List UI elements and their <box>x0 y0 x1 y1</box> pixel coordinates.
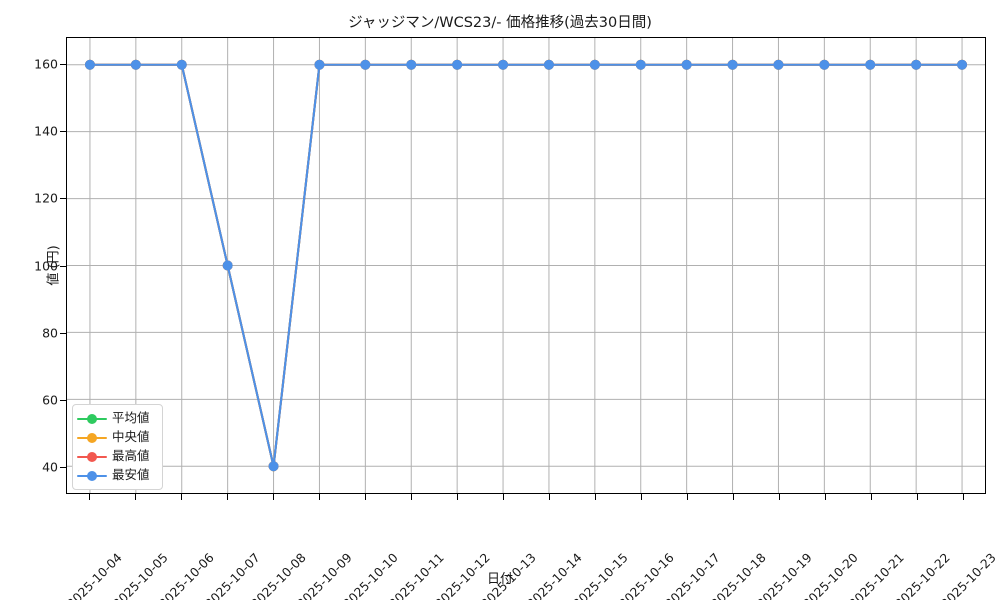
x-tick-mark <box>181 494 182 500</box>
legend-swatch-icon <box>77 412 107 426</box>
series-最安値 <box>84 59 968 472</box>
x-tick-mark <box>687 494 688 500</box>
chart-title: ジャッジマン/WCS23/- 価格推移(過去30日間) <box>348 15 652 31</box>
data-point <box>635 59 646 70</box>
series-中央値 <box>84 59 968 472</box>
x-tick-mark <box>135 494 136 500</box>
x-tick-mark <box>319 494 320 500</box>
data-point <box>360 59 371 70</box>
x-tick-mark <box>733 494 734 500</box>
y-tick-label: 120 <box>34 190 58 206</box>
series-平均値 <box>84 59 968 472</box>
data-point <box>498 59 509 70</box>
legend-item-中央値[interactable]: 中央値 <box>77 428 157 447</box>
y-tick-label: 60 <box>42 392 58 408</box>
series-最高値 <box>84 59 968 472</box>
plot-area <box>66 37 986 494</box>
series-line <box>88 63 964 468</box>
data-point <box>681 59 692 70</box>
y-tick-mark <box>60 399 66 401</box>
x-tick-mark <box>503 494 504 500</box>
data-point <box>222 260 233 271</box>
x-axis-label: 日付 <box>486 572 513 587</box>
x-tick-mark <box>273 494 274 500</box>
series-line <box>88 63 964 468</box>
y-tick-label: 140 <box>34 123 58 139</box>
legend-swatch-icon <box>77 469 107 483</box>
x-tick-mark <box>641 494 642 500</box>
x-tick-mark <box>549 494 550 500</box>
data-point <box>773 59 784 70</box>
x-tick-mark <box>595 494 596 500</box>
y-tick-mark <box>60 63 66 65</box>
x-tick-mark <box>917 494 918 500</box>
legend-marker-dot-icon <box>87 432 97 443</box>
y-tick-label: 160 <box>34 56 58 72</box>
x-tick-mark <box>411 494 412 500</box>
data-point <box>819 59 830 70</box>
x-tick-mark <box>89 494 90 500</box>
data-point <box>589 59 600 70</box>
data-point <box>957 59 968 70</box>
x-tick-mark <box>779 494 780 500</box>
legend-marker-dot-icon <box>87 470 97 481</box>
legend-label: 最高値 <box>112 448 150 464</box>
x-tick-mark <box>825 494 826 500</box>
legend-item-最安値[interactable]: 最安値 <box>77 466 157 485</box>
x-tick-mark <box>227 494 228 500</box>
data-point <box>84 59 95 70</box>
y-tick-mark <box>60 265 66 267</box>
y-tick-mark <box>60 198 66 200</box>
data-point <box>911 59 922 70</box>
chart-legend: 平均値中央値最高値最安値 <box>72 404 163 490</box>
x-tick-mark <box>457 494 458 500</box>
y-axis-tick-labels: 40 60 80 100 120 140 160 <box>0 0 58 600</box>
data-point <box>130 59 141 70</box>
legend-swatch-icon <box>77 431 107 445</box>
series-lines <box>84 59 968 472</box>
data-point <box>543 59 554 70</box>
data-point <box>314 59 325 70</box>
x-tick-mark <box>963 494 964 500</box>
data-point <box>268 461 279 472</box>
y-tick-mark <box>60 131 66 133</box>
data-point <box>727 59 738 70</box>
y-tick-label: 40 <box>42 459 58 475</box>
legend-label: 中央値 <box>112 429 150 445</box>
data-point <box>452 59 463 70</box>
legend-label: 最安値 <box>112 467 150 483</box>
y-tick-mark <box>60 467 66 469</box>
legend-marker-dot-icon <box>87 413 97 424</box>
data-point <box>406 59 417 70</box>
y-tick-mark <box>60 332 66 334</box>
legend-label: 平均値 <box>112 410 150 426</box>
data-point <box>176 59 187 70</box>
legend-item-平均値[interactable]: 平均値 <box>77 409 157 428</box>
x-tick-mark <box>871 494 872 500</box>
legend-item-最高値[interactable]: 最高値 <box>77 447 157 466</box>
y-tick-label: 100 <box>34 258 58 273</box>
y-tick-label: 80 <box>42 325 58 341</box>
legend-swatch-icon <box>77 450 107 464</box>
legend-marker-dot-icon <box>87 451 97 462</box>
series-line <box>88 63 964 468</box>
data-point <box>865 59 876 70</box>
x-tick-mark <box>365 494 366 500</box>
series-line <box>88 63 964 468</box>
